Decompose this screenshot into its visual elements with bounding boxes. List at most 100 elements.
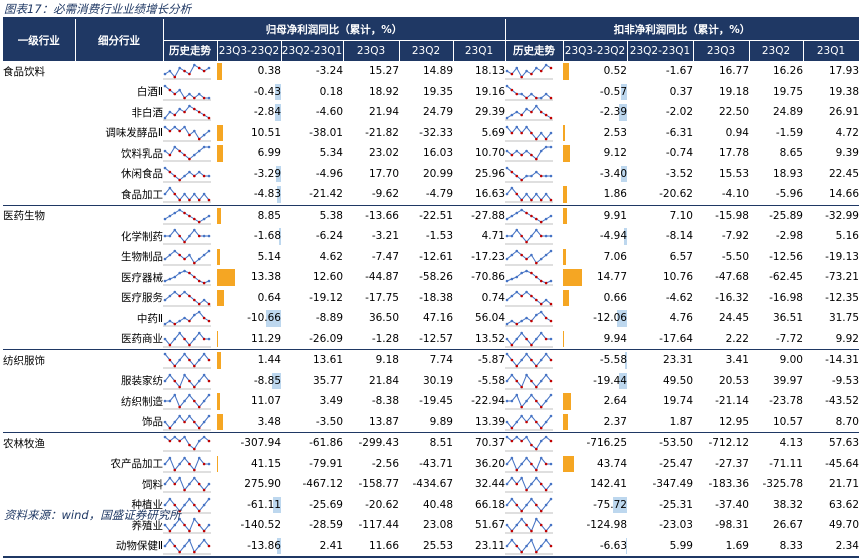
level2-industry: 饰品 <box>142 416 163 429</box>
value-b-0: -716.25 <box>563 432 627 454</box>
value-b-4: 9.92 <box>835 332 859 345</box>
value-b-4: 21.71 <box>828 478 859 491</box>
value-a-0: -10.66 <box>217 308 281 329</box>
value-a-0: 275.90 <box>244 478 281 491</box>
sparkline-b-9 <box>505 249 553 266</box>
value-b-3: -325.78 <box>762 478 803 491</box>
header-col-a-2: 23Q3 <box>343 40 400 61</box>
value-b-0-bar <box>563 63 569 80</box>
header-col-a-1: 23Q2-23Q1 <box>281 40 344 61</box>
level1-industry <box>3 288 75 309</box>
value-b-1: 1.87 <box>669 415 693 428</box>
history-sparkline-a <box>163 412 217 433</box>
table-row: 白酒Ⅱ -0.43 0.18 18.92 19.35 19.16 -0.57 0.37 19.1… <box>3 82 859 103</box>
table-row: 动物保健Ⅱ -13.86 2.41 11.66 25.53 23.11 -6.63 5.99 1… <box>3 536 859 557</box>
value-a-4: 36.20 <box>474 457 505 470</box>
value-b-2: -27.37 <box>715 457 749 470</box>
level2-industry: 中药Ⅱ <box>136 312 163 325</box>
value-a-4: 51.67 <box>474 519 505 532</box>
sparkline-b-20 <box>505 476 553 493</box>
table-row: 食品饮料 0.38 -3.24 15.27 14.89 18.13 0.52 -1.67 16.… <box>3 61 859 82</box>
value-a-3: 8.51 <box>399 432 453 454</box>
history-sparkline-b <box>505 247 563 268</box>
value-a-3: 19.35 <box>422 85 453 98</box>
value-b-1: -6.31 <box>665 126 693 139</box>
value-a-2: -17.75 <box>365 291 399 304</box>
value-b-2: 20.53 <box>718 374 749 387</box>
table-body: 食品饮料 0.38 -3.24 15.27 14.89 18.13 0.52 -1.67 16.… <box>3 61 859 556</box>
level1-industry <box>3 143 75 164</box>
value-a-1: 0.18 <box>319 85 343 98</box>
value-a-4: 66.18 <box>474 498 505 511</box>
value-b-3: 8.33 <box>779 539 803 552</box>
value-b-4: 5.16 <box>835 230 859 243</box>
value-a-0: -4.83 <box>217 184 281 205</box>
value-a-0: -3.29 <box>217 164 281 185</box>
value-a-1: 3.49 <box>319 395 343 408</box>
value-a-9-bar <box>217 248 221 265</box>
value-b-1: 5.99 <box>669 539 693 552</box>
value-b-2: -15.98 <box>693 204 749 226</box>
level2-industry <box>75 61 163 82</box>
value-a-0: -0.43 <box>217 82 281 103</box>
value-b-3: 36.51 <box>772 312 803 325</box>
footer-rule <box>3 556 859 558</box>
level2-industry: 白酒Ⅱ <box>136 86 163 99</box>
value-a-4: -5.58 <box>477 374 505 387</box>
history-sparkline-b <box>505 371 563 392</box>
value-a-4: -27.88 <box>453 204 505 226</box>
value-a-3: 40.48 <box>422 498 453 511</box>
history-sparkline-a <box>163 82 217 103</box>
table-row: 化学制药 -1.68 -6.24 -3.21 -1.53 4.71 -4.94 -8.14 -7… <box>3 226 859 247</box>
level1-industry: 医药生物 <box>3 204 75 226</box>
value-b-0: 2.64 <box>563 391 627 412</box>
value-b-4: 63.62 <box>828 498 859 511</box>
value-a-4: -22.94 <box>471 395 505 408</box>
header-row-2: 历史走势 23Q3-23Q2 23Q2-23Q1 23Q3 23Q2 23Q1 历史走势 23… <box>3 40 860 61</box>
value-a-4: 19.16 <box>474 85 505 98</box>
value-b-2: 22.50 <box>718 106 749 119</box>
table-row: 农产品加工 41.15 -79.91 -2.56 -43.71 36.20 43.74 -25… <box>3 454 859 475</box>
level2-industry: 动物保健Ⅱ <box>115 540 163 553</box>
value-a-3: 7.74 <box>399 349 453 371</box>
value-b-1: -0.74 <box>665 147 693 160</box>
value-a-17-bar <box>217 413 223 430</box>
value-a-3: 16.03 <box>422 147 453 160</box>
value-a-2: 17.70 <box>368 167 399 180</box>
value-a-1: 4.62 <box>319 250 343 263</box>
level1-industry <box>3 412 75 433</box>
value-a-0: 0.64 <box>217 288 281 309</box>
value-a-2: -1.28 <box>371 332 399 345</box>
history-sparkline-a <box>163 247 217 268</box>
value-b-4: 8.70 <box>835 415 859 428</box>
value-a-2: -44.87 <box>365 271 399 284</box>
level2-industry: 种植业 <box>131 499 164 512</box>
value-a-1: -3.24 <box>315 65 343 78</box>
value-b-17-bar <box>563 413 569 430</box>
header-col-b-2: 23Q3 <box>693 40 750 61</box>
history-sparkline-b <box>505 454 563 475</box>
table-row: 生物制品 5.14 4.62 -7.47 -12.61 -17.23 7.06 6.57 -5.… <box>3 247 859 268</box>
value-a-0: 6.99 <box>217 143 281 164</box>
history-sparkline-b <box>505 143 563 164</box>
value-b-3: -62.45 <box>769 271 803 284</box>
value-b-0: -3.40 <box>563 164 627 185</box>
sparkline-a-14 <box>163 352 211 369</box>
value-b-0: 43.74 <box>563 454 627 475</box>
history-sparkline-a <box>163 143 217 164</box>
value-b-3: 10.57 <box>772 415 803 428</box>
value-a-2: -8.38 <box>371 395 399 408</box>
value-a-0: 11.29 <box>217 329 281 350</box>
value-b-3: -2.98 <box>775 230 803 243</box>
value-a-4: -70.86 <box>471 271 505 284</box>
value-a-3: 24.79 <box>422 106 453 119</box>
sparkline-b-6 <box>505 186 553 203</box>
level2-industry: 服装家纺 <box>121 375 163 388</box>
sparkline-a-10 <box>163 269 211 286</box>
table-row: 纺织制造 11.07 3.49 -8.38 -19.45 -22.94 2.64 19.74 -… <box>3 391 859 412</box>
history-sparkline-b <box>505 204 563 226</box>
history-sparkline-b <box>505 102 563 123</box>
level2-industry <box>75 349 163 371</box>
value-b-0: -0.57 <box>563 82 627 103</box>
value-b-15-bar <box>618 372 627 389</box>
